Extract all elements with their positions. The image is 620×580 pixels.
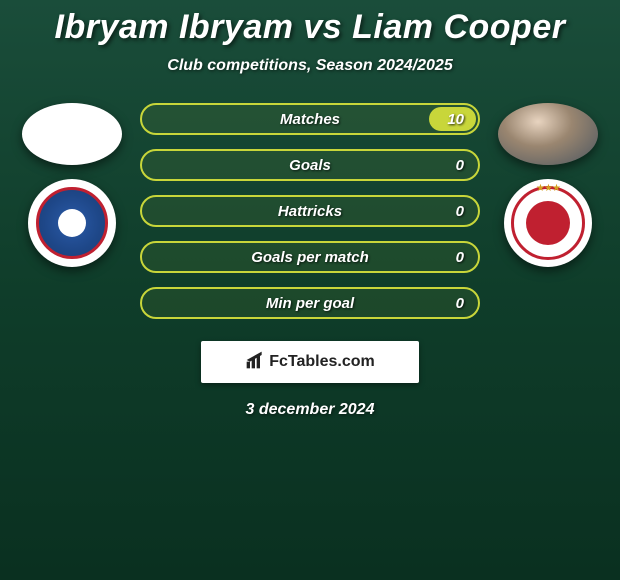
player-left-column: [12, 103, 132, 267]
stat-row: Goals per match 0: [140, 241, 480, 273]
player-right-column: ★★★: [488, 103, 608, 267]
player-right-photo: [498, 103, 598, 165]
stat-row: Hattricks 0: [140, 195, 480, 227]
stat-label: Hattricks: [278, 203, 342, 220]
stat-value-right: 0: [456, 295, 464, 312]
attribution-badge[interactable]: FcTables.com: [201, 341, 419, 383]
stat-value-right: 0: [456, 203, 464, 220]
chart-icon: [245, 350, 265, 375]
player-left-photo: [22, 103, 122, 165]
stat-label: Matches: [280, 111, 340, 128]
subtitle: Club competitions, Season 2024/2025: [167, 57, 452, 75]
attribution-text: FcTables.com: [269, 353, 375, 371]
player-left-club-badge: [28, 179, 116, 267]
date-text: 3 december 2024: [246, 401, 375, 419]
stats-column: Matches10Goals0Hattricks0Goals per match…: [140, 103, 480, 319]
stat-value-right: 0: [456, 249, 464, 266]
page-title: Ibryam Ibryam vs Liam Cooper: [55, 8, 566, 47]
stat-row: Min per goal 0: [140, 287, 480, 319]
stat-label: Goals: [289, 157, 331, 174]
stat-value-right: 0: [456, 157, 464, 174]
stat-label: Goals per match: [251, 249, 369, 266]
player-right-club-badge: ★★★: [504, 179, 592, 267]
stat-row: Goals 0: [140, 149, 480, 181]
comparison-card: Ibryam Ibryam vs Liam Cooper Club compet…: [0, 0, 620, 419]
stat-row: Matches 10: [140, 103, 480, 135]
stat-label: Min per goal: [266, 295, 354, 312]
stat-value-right: 10: [447, 111, 464, 128]
comparison-grid: Matches10Goals0Hattricks0Goals per match…: [0, 103, 620, 319]
